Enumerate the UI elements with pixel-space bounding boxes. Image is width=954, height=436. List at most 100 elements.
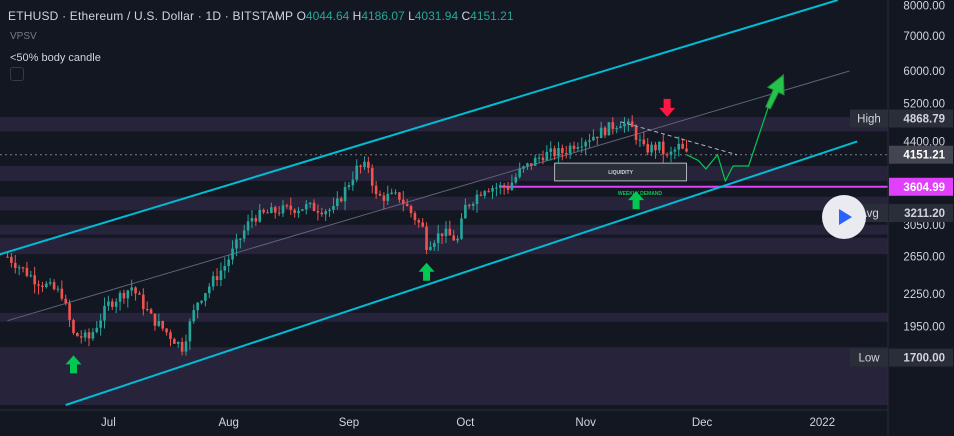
candle-body xyxy=(491,188,494,192)
candle-body xyxy=(235,239,238,249)
candles xyxy=(6,115,688,356)
candle-body xyxy=(196,302,199,311)
candle-body xyxy=(83,332,87,338)
candle-body xyxy=(52,282,56,290)
candle-body xyxy=(483,191,487,196)
candle-body xyxy=(394,192,397,194)
candle-body xyxy=(110,301,114,307)
time-tick-label: Sep xyxy=(339,417,359,429)
candle-body xyxy=(10,256,13,263)
candle-body xyxy=(153,313,157,326)
candle-body xyxy=(471,204,475,206)
candle-body xyxy=(475,194,479,205)
candle-body xyxy=(568,145,572,154)
price-label-box xyxy=(889,145,953,164)
candle-body xyxy=(180,342,184,352)
candle-body xyxy=(312,202,316,212)
candle-body xyxy=(464,204,467,219)
candle-body xyxy=(537,157,541,159)
time-tick-label: 2022 xyxy=(810,417,836,429)
candle-body xyxy=(669,151,673,155)
candle-body xyxy=(130,287,133,291)
candle-body xyxy=(227,259,230,266)
supply-demand-zone xyxy=(0,117,888,132)
candle-body xyxy=(456,238,459,241)
candle-body xyxy=(541,157,545,161)
price-label-value: 1700.00 xyxy=(903,353,945,365)
candle-body xyxy=(204,293,207,301)
candle-body xyxy=(6,256,9,258)
channel-upper-line xyxy=(0,0,839,256)
price-tick-label: 5200.00 xyxy=(903,99,945,111)
candle-body xyxy=(355,165,359,180)
candle-body xyxy=(630,121,634,128)
price-label-name: High xyxy=(857,113,881,125)
candle-body xyxy=(324,211,327,215)
candle-body xyxy=(99,320,102,328)
candle-body xyxy=(401,199,405,204)
ohlc-h-value: 4186.07 xyxy=(361,9,405,23)
price-tick-label: 3050.00 xyxy=(903,220,945,232)
candle-body xyxy=(157,321,161,326)
price-label-box xyxy=(889,348,953,367)
candle-body xyxy=(29,275,33,277)
candle-body xyxy=(64,298,68,304)
candle-body xyxy=(114,301,118,307)
ohlc-o-value: 4044.64 xyxy=(305,9,350,23)
candle-body xyxy=(363,161,366,167)
price-tick-label: 1950.00 xyxy=(903,321,945,333)
candle-body xyxy=(561,148,564,154)
trend-line xyxy=(620,121,738,156)
candle-body xyxy=(650,144,653,153)
candle-body xyxy=(522,166,525,169)
candle-body xyxy=(623,123,626,127)
candle-body xyxy=(526,163,529,167)
channel-lower-line xyxy=(65,140,858,406)
candle-body xyxy=(169,332,172,340)
candle-body xyxy=(142,294,145,310)
candle-body xyxy=(553,148,556,157)
candle-body xyxy=(530,163,533,166)
projection-arrow-icon xyxy=(765,73,785,110)
time-tick-label: Oct xyxy=(456,417,475,429)
candle-body xyxy=(207,286,211,294)
indicator-toggle-box[interactable] xyxy=(10,67,24,81)
price-tick-label: 8000.00 xyxy=(903,1,945,13)
candle-body xyxy=(580,146,584,148)
supply-demand-zone xyxy=(0,196,888,211)
candle-body xyxy=(277,212,281,214)
candle-body xyxy=(188,321,192,342)
candle-body xyxy=(138,293,141,295)
liquidity-box xyxy=(554,162,688,182)
candle-body xyxy=(60,288,64,299)
candle-body xyxy=(603,127,607,136)
candle-body xyxy=(270,207,273,214)
symbol-title[interactable]: ETHUSD · Ethereum / U.S. Dollar · 1D · B… xyxy=(8,9,294,23)
candle-body xyxy=(21,267,25,269)
candle-body xyxy=(68,303,71,320)
candle-body xyxy=(45,283,48,287)
candle-body xyxy=(576,147,580,149)
candle-body xyxy=(79,336,83,338)
indicator-name[interactable]: <50% body candle xyxy=(10,52,101,64)
candle-body xyxy=(440,233,444,237)
price-label-value: 4151.21 xyxy=(903,150,945,162)
indicator-sub-label: VPSV xyxy=(10,31,37,42)
candle-body xyxy=(273,207,277,213)
candle-body xyxy=(95,327,99,333)
candle-body xyxy=(304,204,308,210)
time-tick-label: Nov xyxy=(575,417,596,429)
candle-body xyxy=(398,192,401,200)
candle-body xyxy=(386,193,390,201)
candle-body xyxy=(425,226,428,250)
price-tick-label: 6000.00 xyxy=(903,66,945,78)
candle-body xyxy=(611,122,615,129)
candle-body xyxy=(429,246,432,250)
candle-body xyxy=(72,319,75,334)
green-up-arrow-icon xyxy=(65,355,82,374)
candle-body xyxy=(677,143,681,150)
candle-body xyxy=(405,203,409,207)
candle-body xyxy=(595,136,599,139)
candle-body xyxy=(557,148,560,157)
